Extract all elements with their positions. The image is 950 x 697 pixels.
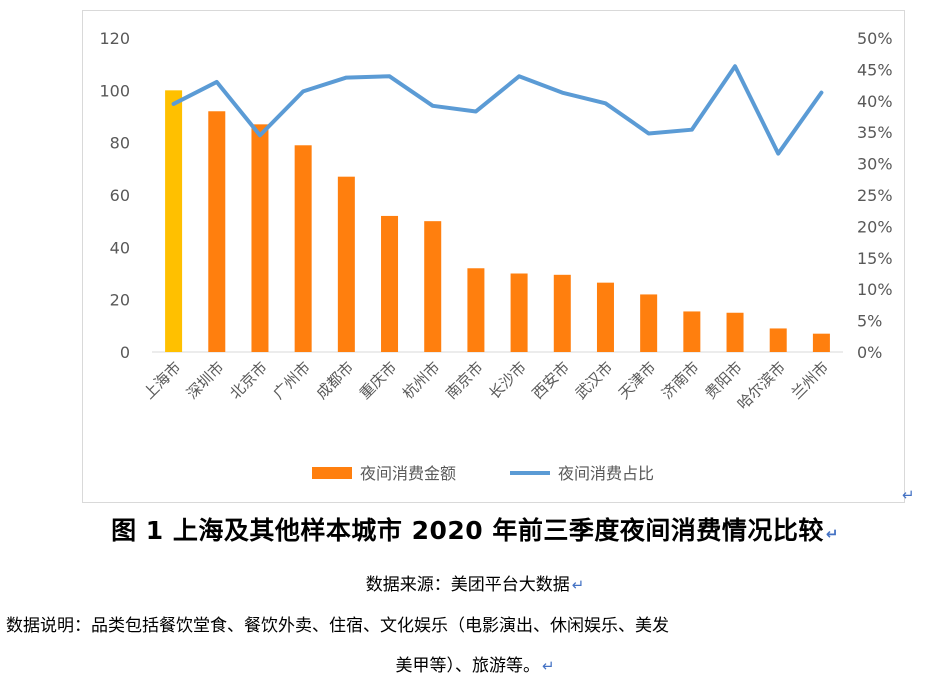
line-point [301,89,305,93]
bar [165,90,183,352]
paragraph-mark: ↵ [541,657,555,675]
category-label: 哈尔滨市 [734,358,789,413]
data-note-line-2: 美甲等）、旅游等。 ↵ [0,651,950,676]
category-label: 上海市 [140,358,185,403]
right-axis-tick-label: 40% [857,92,893,111]
chart-frame [82,10,905,503]
line-point [344,76,348,80]
bar [769,328,787,352]
line-point [647,131,651,135]
bar [640,294,658,352]
category-label: 南京市 [442,358,487,403]
bar [553,274,571,352]
legend-label: 夜间消费金额 [360,464,456,483]
note-text-2: 美甲等）、旅游等。 [395,656,540,676]
line-point [517,74,521,78]
left-axis-tick-label: 100 [99,81,130,100]
category-label: 长沙市 [485,358,530,403]
left-axis-tick-label: 0 [120,343,130,362]
combo-chart: 0 20 40 60 80 100 120 0% 5% 10% 15% 20% 25% 30% 35% 40%… [99,29,893,483]
paragraph-mark: ↵ [571,576,585,594]
figure-title: 图 1 上海及其他样本城市 2020 年前三季度夜间消费情况比较 ↵ [0,511,950,547]
source-text: 数据来源：美团平台大数据 [365,575,570,595]
line-point [258,133,262,137]
line-point [819,91,823,95]
category-label: 兰州市 [788,358,833,403]
line-point [733,64,737,68]
right-axis-tick-label: 15% [857,249,893,268]
legend-swatch-bar [312,467,352,479]
bar [208,111,226,353]
figure-title-text: 图 1 上海及其他样本城市 2020 年前三季度夜间消费情况比较 [111,516,824,545]
category-label: 武汉市 [572,358,617,403]
line-point [474,109,478,113]
bar [294,145,312,352]
line-point [690,128,694,132]
category-label: 广州市 [269,358,314,403]
category-label: 杭州市 [399,358,444,403]
line-point [431,104,435,108]
series-line [171,64,824,156]
bar [683,311,701,352]
right-axis-tick-label: 30% [857,155,893,174]
line-point [776,152,780,156]
note-text-1: 数据说明：品类包括餐饮堂食、餐饮外卖、住宿、文化娱乐（电影演出、休闲娱乐、美发 [6,616,669,636]
right-axis-tick-label: 25% [857,186,893,205]
line-point [215,80,219,84]
right-axis-tick-label: 20% [857,217,893,236]
paragraph-mark: ↵ [825,525,839,543]
bar [510,273,528,352]
line-point [388,74,392,78]
bar [251,124,269,352]
category-label: 西安市 [529,358,574,403]
right-axis-tick-label: 10% [857,280,893,299]
legend-label: 夜间消费占比 [558,464,654,483]
bar [337,176,355,352]
category-label: 重庆市 [356,358,401,403]
category-label: 深圳市 [183,358,228,403]
data-note-line-1: 数据说明：品类包括餐饮堂食、餐饮外卖、住宿、文化娱乐（电影演出、休闲娱乐、美发 [6,611,946,636]
category-label: 北京市 [226,358,271,403]
category-label: 济南市 [658,358,703,403]
bar [424,221,442,352]
bar [596,282,614,352]
left-axis-tick-label: 80 [110,134,130,153]
category-label: 天津市 [615,358,660,403]
right-axis-tick-label: 5% [857,312,882,331]
bar [467,268,485,352]
left-axis-tick-label: 40 [110,238,130,257]
category-label: 成都市 [313,358,358,403]
line-point [172,102,176,106]
right-axis-tick-label: 0% [857,343,882,362]
data-source-line: 数据来源：美团平台大数据 ↵ [0,570,950,595]
right-axis-tick-label: 50% [857,29,893,48]
paragraph-mark: ↵ [902,486,915,504]
left-axis-tick-label: 120 [99,29,130,48]
bar [726,312,744,352]
right-axis-tick-label: 45% [857,60,893,79]
left-axis-tick-label: 60 [110,186,130,205]
right-axis-tick-label: 35% [857,123,893,142]
line-point [603,101,607,105]
bar [812,333,830,352]
left-axis-tick-label: 20 [110,291,130,310]
line-point [560,91,564,95]
bar [381,215,399,352]
